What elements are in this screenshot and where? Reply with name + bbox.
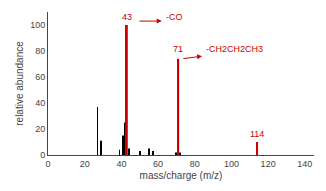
- svg-text:40: 40: [35, 98, 45, 108]
- svg-text:mass/charge (m/z): mass/charge (m/z): [140, 170, 223, 181]
- svg-text:20: 20: [80, 159, 90, 169]
- svg-text:0: 0: [40, 150, 45, 160]
- svg-text:60: 60: [153, 159, 163, 169]
- svg-text:relative abundance: relative abundance: [14, 41, 25, 126]
- svg-text:60: 60: [35, 72, 45, 82]
- svg-text:140: 140: [297, 159, 312, 169]
- svg-text:43: 43: [122, 12, 132, 22]
- svg-text:-CH2CH2CH3: -CH2CH2CH3: [206, 44, 263, 54]
- svg-text:20: 20: [35, 124, 45, 134]
- svg-text:80: 80: [35, 46, 45, 56]
- svg-text:71: 71: [173, 44, 183, 54]
- svg-text:100: 100: [30, 20, 45, 30]
- svg-text:80: 80: [190, 159, 200, 169]
- svg-text:-CO: -CO: [166, 12, 183, 22]
- svg-text:120: 120: [261, 159, 276, 169]
- svg-text:114: 114: [250, 129, 264, 139]
- svg-text:100: 100: [224, 159, 239, 169]
- svg-text:40: 40: [116, 159, 126, 169]
- svg-text:0: 0: [45, 159, 50, 169]
